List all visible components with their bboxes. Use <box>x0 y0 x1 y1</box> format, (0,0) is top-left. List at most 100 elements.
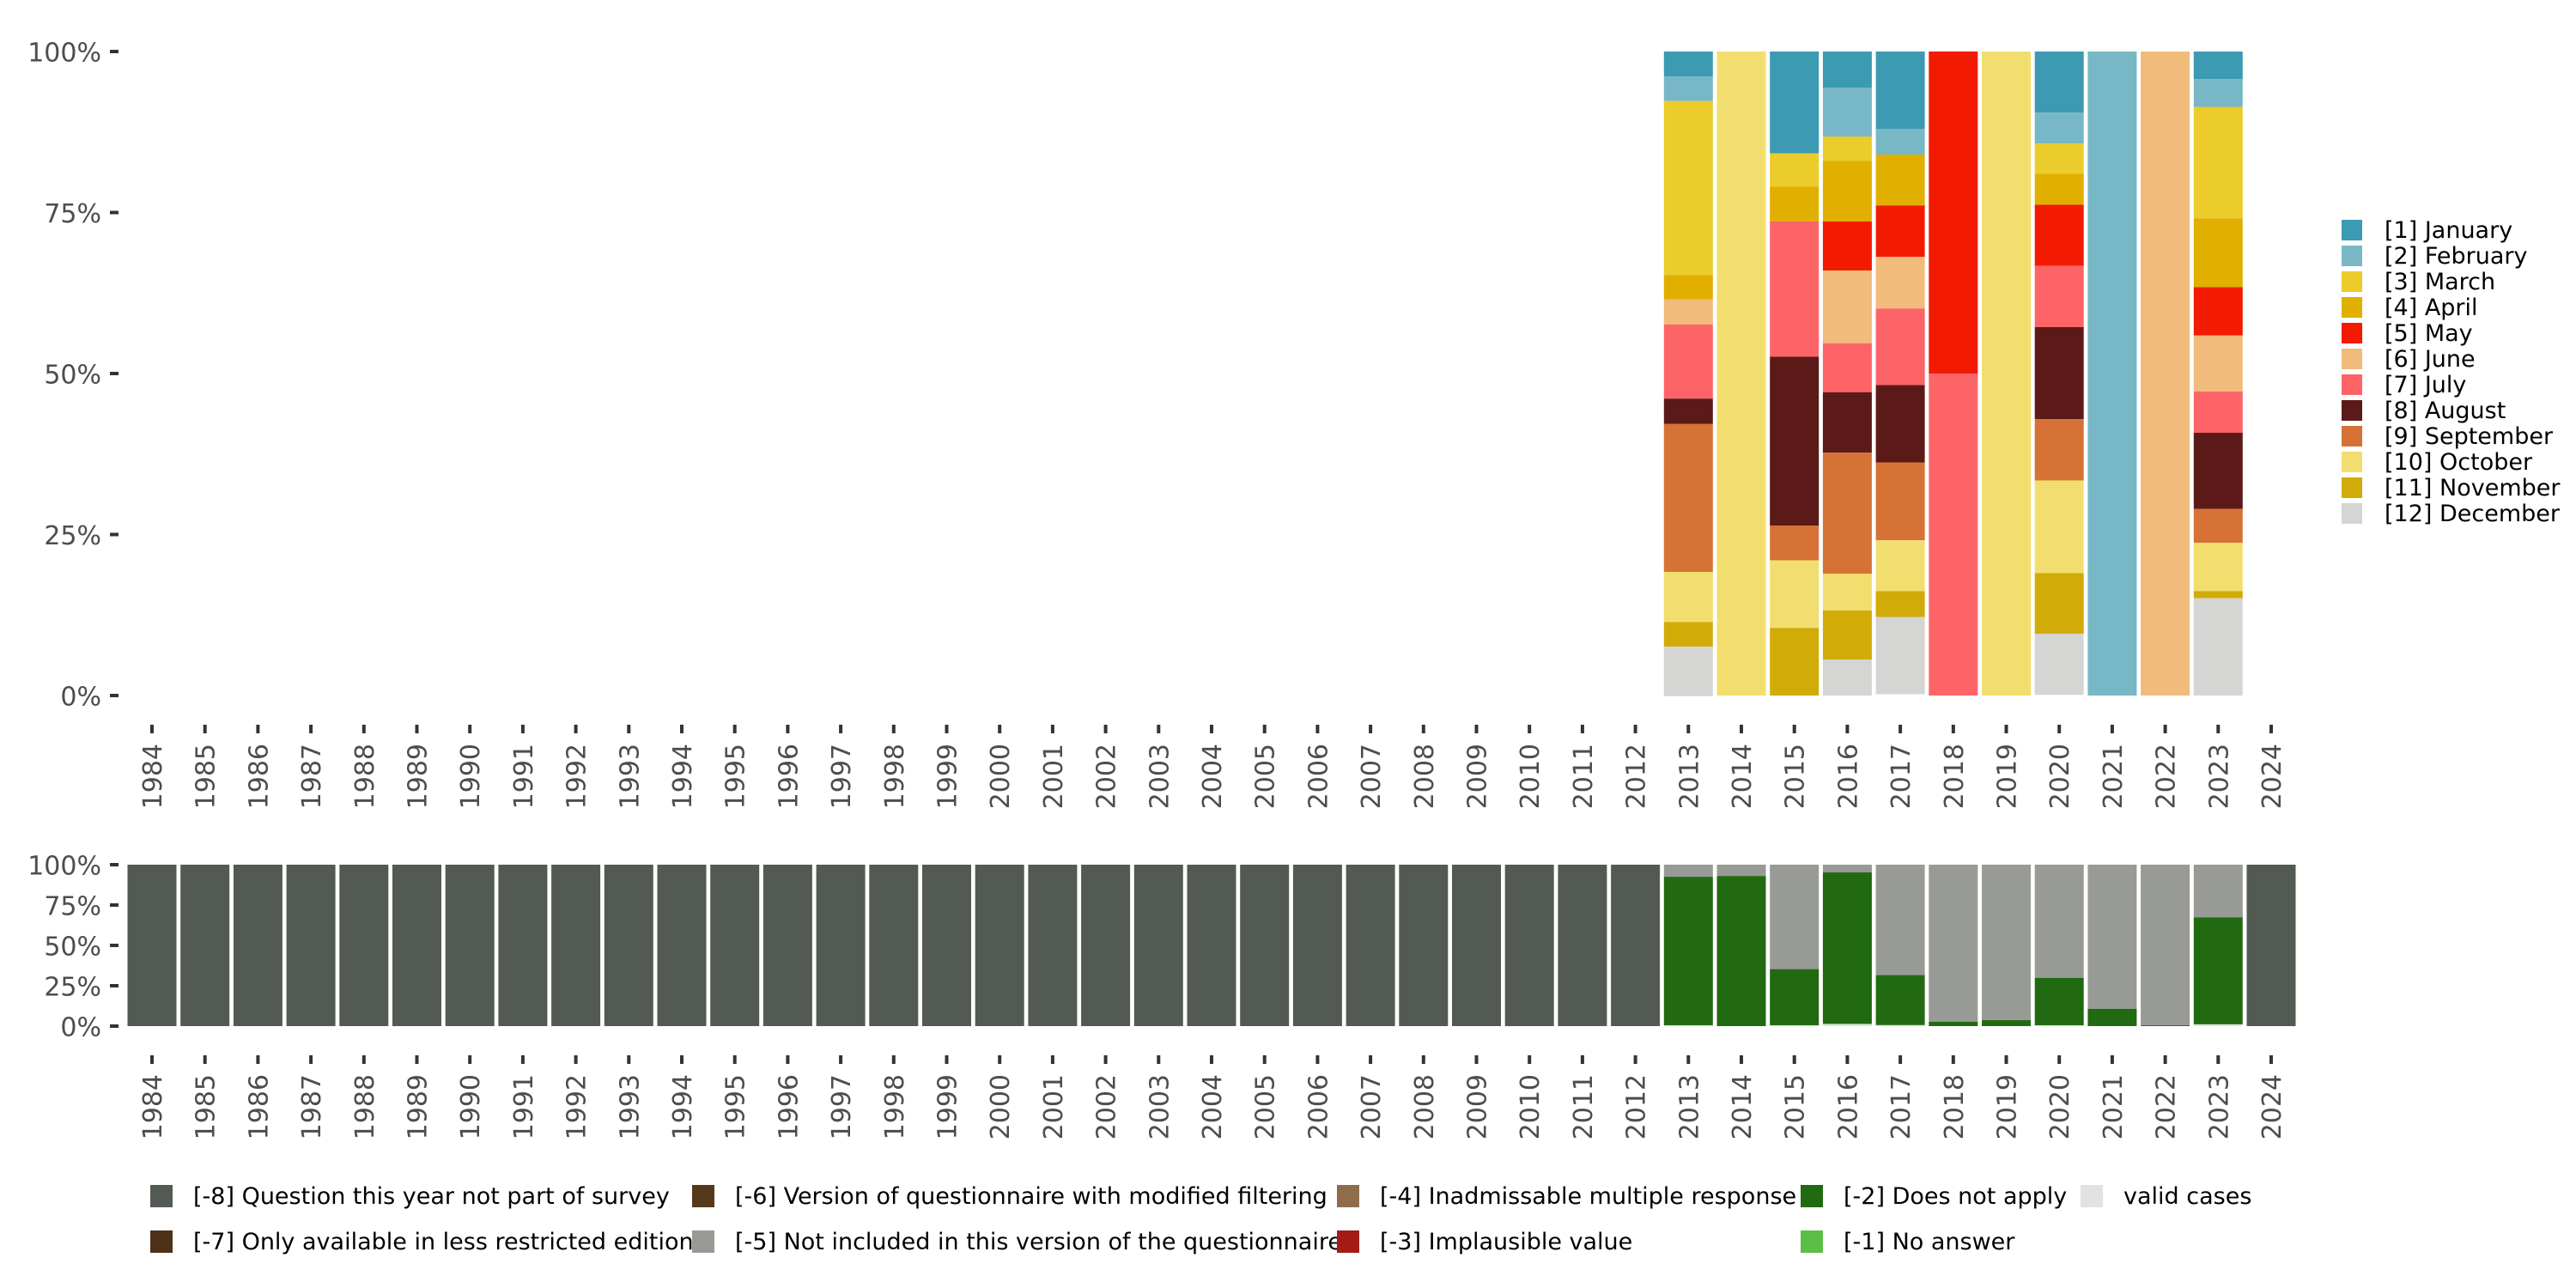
bar-segment-2013-7-july <box>1663 325 1713 399</box>
x-tick-label: 1991 <box>509 744 539 809</box>
legend-label: [7] July <box>2385 372 2466 398</box>
bar-segment-2018-5-not-included-in-this-version-of-the-questionnaire <box>1929 865 1978 1022</box>
x-tick-label: 2007 <box>1357 744 1387 809</box>
legend-label: [12] December <box>2385 501 2561 527</box>
bar-segment-2016-5-may <box>1822 222 1872 270</box>
bar-segment-2013-6-june <box>1663 299 1713 325</box>
x-tick-label: 2010 <box>1516 1074 1546 1139</box>
bar-segment-2017-2-february <box>1875 129 1925 155</box>
bar-segment-2015-4-april <box>1770 186 1820 222</box>
bar-segment-2018-5-may <box>1929 52 1978 374</box>
x-tick-label: 1999 <box>933 744 963 809</box>
x-tick-label: 2021 <box>2099 744 2129 809</box>
x-tick-label: 1990 <box>456 1074 486 1139</box>
legend-label: [-1] No answer <box>1844 1229 2015 1255</box>
bar-segment-1994-8-question-this-year-not-part-of-survey <box>657 865 707 1026</box>
bar-segment-2020-7-july <box>2034 265 2084 327</box>
y-tick-label: 25% <box>44 973 101 1003</box>
bar-segment-2002-8-question-this-year-not-part-of-survey <box>1081 865 1131 1026</box>
bar-segment-2016-3-march <box>1822 137 1872 161</box>
x-tick-label: 2013 <box>1674 744 1704 809</box>
bar-segment-2019-5-not-included-in-this-version-of-the-questionnaire <box>1982 865 2031 1021</box>
x-tick-label: 2002 <box>1092 744 1122 809</box>
bar-segment-2020-3-march <box>2034 143 2084 174</box>
legend-key-7-july <box>2342 374 2362 395</box>
x-tick-label: 1989 <box>404 744 434 809</box>
bar-segment-2014-5-not-included-in-this-version-of-the-questionnaire <box>1716 865 1766 877</box>
bar-segment-2008-8-question-this-year-not-part-of-survey <box>1399 865 1449 1026</box>
x-tick-label: 2023 <box>2204 744 2234 809</box>
legend-label: [1] January <box>2385 217 2512 244</box>
legend-key-valid-cases <box>2081 1185 2103 1207</box>
bar-segment-2012-8-question-this-year-not-part-of-survey <box>1611 865 1661 1026</box>
x-tick-label: 2004 <box>1198 1074 1228 1139</box>
legend-key-5-not-included-in-this-version-of-the-questionnaire <box>692 1230 714 1253</box>
x-tick-label: 1992 <box>562 1074 592 1139</box>
bar-segment-2021-2-does-not-apply <box>2087 1008 2137 1026</box>
x-tick-label: 1997 <box>827 1074 857 1139</box>
legend-label: [2] February <box>2385 243 2527 270</box>
x-tick-label: 1995 <box>721 1074 751 1139</box>
bar-segment-2013-3-march <box>1663 100 1713 276</box>
bar-segment-2018-7-july <box>1929 374 1978 696</box>
x-tick-label: 1986 <box>244 1074 274 1139</box>
y-tick-label: 50% <box>44 361 101 391</box>
bar-segment-2016-valid-cases <box>1822 1024 1872 1026</box>
bar-segment-2023-3-march <box>2193 106 2243 219</box>
bar-segment-2013-9-september <box>1663 423 1713 572</box>
x-tick-label: 1998 <box>880 744 910 809</box>
bar-segment-1995-8-question-this-year-not-part-of-survey <box>710 865 760 1026</box>
x-tick-label: 2019 <box>1993 1074 2023 1139</box>
bar-segment-2015-5-not-included-in-this-version-of-the-questionnaire <box>1770 865 1820 969</box>
legend-key-8-august <box>2342 400 2362 421</box>
bar-segment-2014-2-does-not-apply <box>1716 876 1766 1026</box>
legend-key-2-february <box>2342 246 2362 266</box>
x-tick-label: 2003 <box>1145 744 1175 809</box>
x-tick-label: 2002 <box>1092 1074 1122 1139</box>
x-tick-label: 2005 <box>1251 744 1281 809</box>
x-tick-label: 1992 <box>562 744 592 809</box>
legend-key-4-inadmissable-multiple-response <box>1337 1185 1359 1207</box>
x-tick-label: 2009 <box>1463 744 1493 809</box>
bar-segment-2016-12-december <box>1822 659 1872 696</box>
bar-segment-1990-8-question-this-year-not-part-of-survey <box>445 865 495 1026</box>
bar-segment-2015-valid-cases <box>1770 1025 1820 1026</box>
bar-segment-2022-5-not-included-in-this-version-of-the-questionnaire <box>2141 865 2190 1026</box>
x-tick-label: 2017 <box>1886 1074 1917 1139</box>
y-tick-label: 0% <box>60 1013 101 1043</box>
bar-segment-1987-8-question-this-year-not-part-of-survey <box>286 865 336 1026</box>
legend-label: [3] March <box>2385 269 2495 295</box>
bar-segment-2019-2-does-not-apply <box>1982 1020 2031 1026</box>
legend-label: [5] May <box>2385 320 2473 347</box>
bar-segment-2013-2-does-not-apply <box>1663 877 1713 1026</box>
x-tick-label: 1991 <box>509 1074 539 1139</box>
legend-key-11-november <box>2342 477 2362 498</box>
bar-segment-1992-8-question-this-year-not-part-of-survey <box>551 865 601 1026</box>
legend-label: [9] September <box>2385 423 2554 450</box>
bar-segment-2017-10-october <box>1875 540 1925 592</box>
legend-key-4-april <box>2342 297 2362 318</box>
bar-segment-2021-5-not-included-in-this-version-of-the-questionnaire <box>2087 865 2137 1009</box>
bar-segment-1993-8-question-this-year-not-part-of-survey <box>604 865 653 1026</box>
x-tick-label: 2014 <box>1728 1074 1758 1139</box>
bar-segment-2016-7-july <box>1822 343 1872 392</box>
bar-segment-2020-5-may <box>2034 204 2084 266</box>
bar-segment-1999-8-question-this-year-not-part-of-survey <box>922 865 971 1026</box>
bar-segment-1989-8-question-this-year-not-part-of-survey <box>392 865 441 1026</box>
bar-segment-2020-5-not-included-in-this-version-of-the-questionnaire <box>2034 865 2084 978</box>
x-tick-label: 1987 <box>297 744 327 809</box>
legend-key-1-january <box>2342 220 2362 240</box>
legend-label: valid cases <box>2123 1183 2251 1210</box>
x-tick-label: 1999 <box>933 1074 963 1139</box>
top-plot-month-distribution: 0% 25% 50% 75% 100% 1984 1985 1986 1987 1988 1989 1… <box>27 39 2287 810</box>
x-tick-label: 2014 <box>1728 744 1758 809</box>
legend-key-6-version-of-questionnaire-with-modified-filtering <box>692 1185 714 1207</box>
x-tick-label: 1985 <box>191 1074 222 1139</box>
bar-segment-2023-8-august <box>2193 433 2243 509</box>
legend-label: [-2] Does not apply <box>1844 1183 2067 1210</box>
bar-segment-2022-6-june <box>2141 52 2190 696</box>
bar-segment-2023-10-october <box>2193 543 2243 592</box>
x-tick-label: 2013 <box>1674 1074 1704 1139</box>
bar-segment-2016-10-october <box>1822 574 1872 611</box>
bar-segment-2018-2-does-not-apply <box>1929 1021 1978 1026</box>
